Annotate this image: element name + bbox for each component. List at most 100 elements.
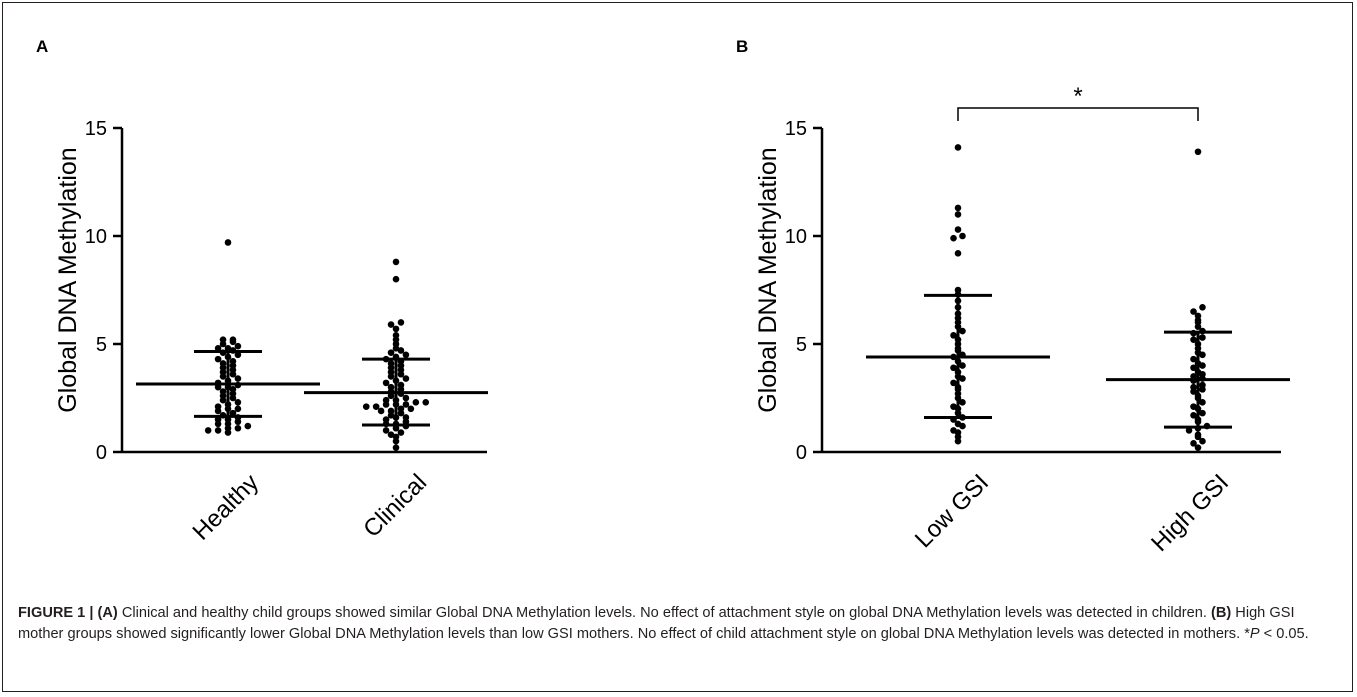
data-point: [244, 422, 252, 430]
data-point: [954, 249, 962, 257]
data-point: [224, 239, 232, 246]
data-point: [412, 399, 420, 406]
data-point: [1199, 381, 1206, 389]
data-point: [392, 444, 400, 451]
data-point: [402, 375, 410, 382]
data-point: [224, 416, 232, 423]
caption-a-text: Clinical and healthy child groups showed…: [117, 605, 1211, 621]
data-point: [397, 319, 405, 326]
data-point: [229, 409, 237, 417]
data-point: [959, 327, 966, 335]
data-point: [1185, 427, 1193, 434]
y-tick-label: 10: [785, 226, 807, 248]
data-point: [954, 226, 962, 233]
y-tick-label: 10: [85, 226, 107, 248]
data-point: [402, 414, 410, 421]
data-point: [1190, 364, 1197, 372]
caption-p-text: < 0.05.: [1259, 626, 1309, 642]
caption-b-tag: (B): [1210, 605, 1232, 621]
data-point: [1190, 411, 1197, 419]
data-point: [950, 364, 957, 372]
panel-letter: A: [36, 37, 48, 56]
data-point: [954, 211, 962, 218]
caption-a-tag: (A): [97, 605, 118, 621]
data-point: [1190, 308, 1197, 315]
data-point: [397, 347, 405, 354]
caption-p-symbol: P: [1249, 626, 1260, 642]
data-point: [1190, 355, 1197, 363]
data-point: [1190, 336, 1197, 343]
y-axis-label: Global DNA Methylation: [754, 147, 782, 412]
data-point: [387, 360, 395, 367]
data-point: [392, 325, 400, 333]
data-point: [1199, 334, 1206, 341]
y-tick-label: 15: [785, 118, 807, 140]
data-point: [959, 399, 966, 406]
data-point: [234, 342, 242, 350]
data-point: [377, 407, 385, 415]
data-point: [214, 427, 222, 434]
data-point: [382, 416, 390, 423]
data-point: [219, 360, 227, 367]
data-point: [402, 401, 410, 408]
data-point: [959, 232, 966, 240]
data-point: [1194, 444, 1202, 451]
data-point: [402, 394, 410, 402]
data-point: [407, 405, 415, 413]
data-point: [1199, 303, 1206, 311]
data-point: [954, 144, 962, 151]
x-tick-label: Healthy: [187, 469, 264, 546]
data-point: [954, 420, 962, 428]
data-point: [387, 407, 395, 415]
data-point: [382, 427, 390, 434]
data-point: [224, 345, 232, 352]
data-point: [229, 336, 237, 343]
data-point: [397, 429, 405, 436]
data-point: [234, 399, 242, 406]
data-point: [1199, 399, 1206, 406]
data-point: [382, 379, 390, 387]
data-point: [204, 427, 212, 434]
data-point: [402, 351, 410, 359]
data-point: [1194, 431, 1202, 439]
data-point: [214, 403, 222, 410]
data-point: [234, 375, 242, 382]
data-point: [392, 433, 400, 441]
data-point: [397, 381, 405, 389]
data-point: [234, 424, 242, 432]
figure-caption: FIGURE 1 | (A) Clinical and healthy chil…: [18, 603, 1343, 645]
data-point: [219, 388, 227, 395]
y-axis-label: Global DNA Methylation: [54, 147, 82, 412]
data-point: [387, 431, 395, 439]
data-point: [229, 386, 237, 393]
data-point: [214, 345, 222, 352]
x-tick-label: High GSI: [1146, 469, 1234, 557]
y-tick-label: 0: [96, 442, 107, 464]
data-point: [392, 258, 400, 266]
data-point: [372, 403, 380, 410]
data-point: [387, 349, 395, 356]
caption-b-text: High GSI mother groups showed significan…: [18, 605, 1295, 642]
y-tick-label: 15: [85, 118, 107, 140]
panel-letter: B: [736, 37, 748, 56]
data-point: [954, 286, 962, 294]
data-point: [382, 396, 390, 404]
data-point: [234, 351, 242, 359]
x-tick-label: Low GSI: [910, 469, 994, 553]
data-point: [959, 362, 966, 369]
data-point: [1199, 409, 1206, 417]
data-point: [1194, 312, 1202, 320]
significance-marker: *: [1073, 83, 1082, 110]
caption-label: FIGURE 1 |: [18, 605, 98, 621]
data-point: [950, 379, 957, 387]
data-point: [392, 332, 400, 339]
data-point: [1199, 437, 1206, 445]
data-point: [387, 383, 395, 391]
data-point: [1190, 383, 1197, 391]
data-point: [422, 399, 430, 406]
data-point: [950, 234, 957, 242]
